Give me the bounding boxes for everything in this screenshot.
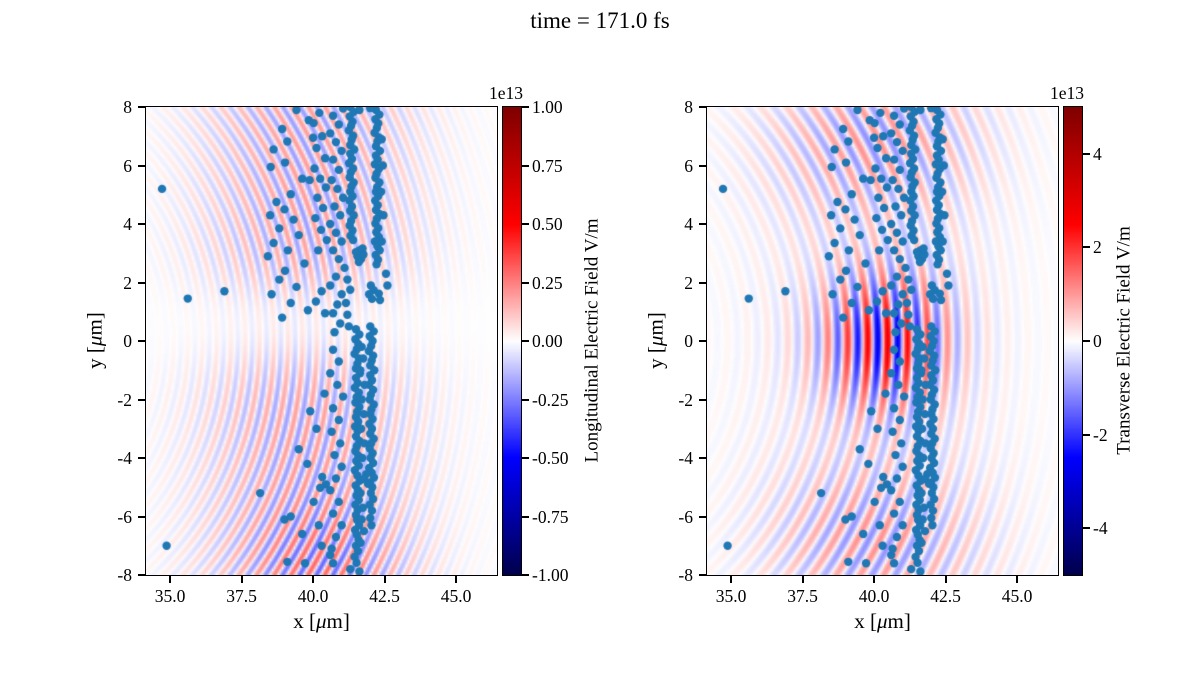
colorbar-tick-mark [1083,433,1090,436]
x-tick-label: 45.0 [1001,586,1033,606]
colorbar-tick-label: -1.00 [532,565,569,585]
x-axis-label-left: x [μm] [293,609,350,633]
x-tick-label: 40.0 [297,586,329,606]
longitudinal-field-scatter-plot [146,107,497,575]
colorbar-tick-label: 0.00 [532,331,563,351]
x-tick-label: 35.0 [715,586,747,606]
x-tick-mark [730,576,733,583]
colorbar-tick-mark [522,281,529,284]
x-tick-label: 40.0 [858,586,890,606]
y-tick-label: -6 [117,506,132,527]
y-tick-label: -2 [117,389,132,410]
y-tick-mark [699,340,706,342]
colorbar-tick-label: 0.50 [532,214,563,234]
y-tick-label: -8 [117,565,132,585]
colorbar-tick-label: -0.50 [532,448,569,468]
colorbar-offset-right: 1e13 [1049,83,1084,103]
y-tick-label: 2 [684,272,693,293]
y-tick-mark [138,106,145,108]
y-tick-label: 8 [123,97,132,117]
x-tick-mark [312,576,315,583]
colorbar-longitudinal [503,107,521,575]
y-tick-mark [138,340,145,342]
y-tick-mark [699,574,706,576]
y-tick-mark [699,223,706,225]
y-tick-label: 2 [123,272,132,293]
y-tick-label: 0 [684,331,693,351]
y-tick-label: -4 [678,448,693,468]
y-tick-label: -6 [678,506,693,527]
x-tick-mark [383,576,386,583]
y-tick-label: 0 [123,331,132,351]
y-tick-mark [138,164,145,167]
y-tick-mark [138,457,145,459]
colorbar-tick-label: 0 [1093,331,1102,351]
x-tick-label: 37.5 [787,586,818,606]
y-tick-label: 4 [123,214,132,234]
transverse-field-scatter-plot [707,107,1058,575]
x-tick-mark [801,576,804,583]
y-tick-mark [138,515,145,518]
colorbar-tick-mark [522,515,529,518]
y-tick-mark [138,398,145,401]
x-tick-mark [169,576,172,583]
colorbar-tick-mark [1083,152,1090,155]
x-tick-label: 45.0 [440,586,472,606]
colorbar-tick-label: -2 [1093,424,1108,445]
y-tick-mark [699,106,706,108]
y-tick-label: -4 [117,448,132,468]
colorbar-tick-label: 0.25 [532,272,563,293]
x-tick-mark [944,576,947,583]
x-tick-label: 35.0 [154,586,186,606]
colorbar-tick-label: 1.00 [532,97,563,117]
colorbar-tick-mark [522,457,529,459]
colorbar-tick-label: -4 [1093,518,1108,539]
colorbar-tick-mark [1083,527,1090,530]
y-tick-mark [699,457,706,459]
x-tick-mark [1016,576,1019,583]
colorbar-tick-mark [522,398,529,401]
colorbar-tick-mark [522,574,529,576]
x-tick-mark [240,576,243,583]
figure-title: time = 171.0 fs [530,8,670,33]
y-tick-label: 6 [684,155,693,176]
colorbar-tick-mark [522,164,529,167]
y-tick-label: 6 [123,155,132,176]
colorbar-tick-mark [522,106,529,108]
x-tick-label: 42.5 [369,586,400,606]
y-tick-mark [138,223,145,225]
y-tick-mark [699,164,706,167]
y-tick-label: 8 [684,97,693,117]
colorbar-label-longitudinal: Longitudinal Electric Field V/m [581,218,603,463]
y-tick-mark [138,574,145,576]
colorbar-tick-mark [1083,340,1090,342]
colorbar-tick-label: 4 [1093,143,1102,164]
colorbar-tick-mark [522,340,529,342]
colorbar-tick-label: -0.25 [532,389,569,410]
colorbar-offset-left: 1e13 [488,83,523,103]
x-tick-mark [873,576,876,583]
y-tick-mark [699,281,706,284]
x-axis-label-right: x [μm] [854,609,911,633]
colorbar-tick-label: -0.75 [532,506,569,527]
y-tick-mark [699,515,706,518]
colorbar-tick-label: 0.75 [532,155,563,176]
colorbar-label-transverse: Transverse Electric Field V/m [1113,226,1135,455]
colorbar-tick-label: 2 [1093,237,1102,258]
y-tick-mark [138,281,145,284]
colorbar-tick-mark [522,223,529,225]
y-tick-label: -8 [678,565,693,585]
x-tick-label: 37.5 [226,586,257,606]
y-tick-label: -2 [678,389,693,410]
colorbar-transverse [1064,107,1082,575]
y-tick-mark [699,398,706,401]
x-tick-mark [455,576,458,583]
x-tick-label: 42.5 [930,586,961,606]
y-tick-label: 4 [684,214,693,234]
colorbar-tick-mark [1083,246,1090,249]
